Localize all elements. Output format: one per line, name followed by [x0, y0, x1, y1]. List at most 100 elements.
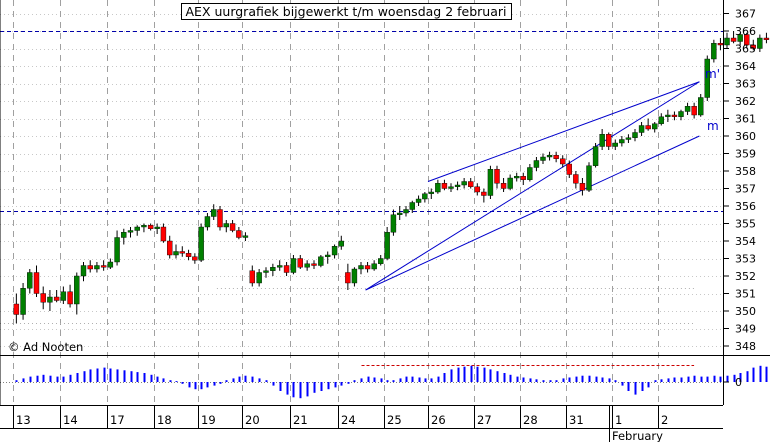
chart-title-box: AEX uurgrafiek bijgewerkt t/m woensdag 2… — [181, 3, 512, 20]
candle-down — [167, 240, 173, 256]
candle-down — [283, 265, 290, 273]
candle-up — [665, 114, 671, 117]
candle-up — [304, 263, 310, 268]
candle-up — [684, 106, 691, 112]
candle-up — [461, 181, 467, 186]
candle-up — [371, 263, 377, 270]
indicator-grid — [0, 365, 723, 383]
y-tick-label: 363 — [735, 78, 756, 91]
y-tick-label: 366 — [735, 25, 756, 38]
date-axis: 13 14 17 18 19 20 21 24 25 26 27 28 31 1 2 — [0, 405, 723, 442]
candle-up — [533, 160, 540, 168]
x-tick-label: 2 — [661, 413, 668, 427]
candle-down — [87, 265, 93, 270]
candle-up — [409, 202, 415, 210]
candle-up — [757, 37, 763, 49]
candle-up — [94, 265, 100, 270]
candle-up — [527, 167, 533, 180]
candle-down — [67, 291, 73, 305]
candle-down — [297, 258, 303, 268]
candle-up — [318, 256, 324, 266]
candle-up — [737, 34, 743, 42]
candle-up — [378, 258, 384, 264]
candle-down — [441, 183, 448, 189]
candle-up — [198, 226, 204, 261]
candle-down — [494, 169, 500, 184]
candle-up — [546, 155, 553, 158]
candle-up — [211, 209, 217, 217]
candle-up — [242, 235, 249, 238]
x-tick-label: 20 — [245, 413, 260, 427]
month-label: February — [612, 429, 663, 442]
channel-line — [427, 81, 700, 182]
candle-down — [744, 34, 750, 46]
candle-up — [448, 186, 454, 189]
candle-down — [364, 265, 371, 270]
channel-line — [365, 135, 700, 291]
candle-down — [13, 303, 20, 315]
candle-down — [763, 37, 770, 40]
y-tick-label: 353 — [735, 253, 756, 266]
candle-down — [217, 209, 223, 228]
candle-up — [711, 43, 717, 60]
candle-down — [249, 270, 255, 284]
chart-title: AEX uurgrafiek bijgewerkt t/m woensdag 2… — [186, 4, 507, 19]
candle-down — [179, 251, 185, 254]
candle-down — [566, 163, 572, 175]
x-tick-label: 21 — [293, 413, 308, 427]
candle-up — [263, 270, 269, 273]
x-tick-label: 24 — [341, 413, 356, 427]
candle-down — [579, 183, 586, 191]
y-tick-label: 350 — [735, 305, 756, 318]
candle-up — [107, 261, 114, 268]
candle-up — [20, 288, 26, 315]
x-tick-label: 17 — [110, 413, 125, 427]
candle-down — [192, 256, 198, 261]
candle-up — [80, 265, 87, 277]
candle-up — [338, 240, 344, 247]
candle-down — [553, 155, 559, 159]
candle-down — [100, 265, 107, 268]
y-tick-label: 355 — [735, 218, 756, 231]
candle-up — [204, 216, 211, 228]
candle-up — [540, 156, 546, 161]
candle-up — [599, 134, 605, 147]
candle-up — [290, 258, 297, 273]
candle-up — [27, 272, 33, 289]
candle-down — [606, 134, 612, 147]
x-tick-label: 18 — [157, 413, 172, 427]
candle-up — [415, 198, 422, 203]
candle-down — [474, 186, 480, 193]
candle-up — [652, 123, 658, 130]
candle-up — [114, 237, 120, 263]
candle-down — [160, 226, 167, 242]
price-axis: 348 349 350 351 352 353 354 355 356 357 358 359 360 3… — [723, 8, 756, 353]
y-tick-label: 359 — [735, 148, 756, 161]
candle-up — [256, 272, 262, 284]
candle-down — [33, 272, 40, 294]
x-tick-label: 1 — [615, 413, 622, 427]
candle-down — [500, 183, 507, 189]
candle-down — [40, 293, 46, 303]
y-tick-label: 365 — [735, 43, 756, 56]
x-tick-label: 31 — [569, 413, 584, 427]
candle-up — [638, 125, 645, 133]
candlestick-series — [13, 31, 770, 324]
candle-down — [229, 223, 236, 231]
indicator-tick-label: 0 — [735, 376, 742, 389]
y-tick-label: 351 — [735, 288, 756, 301]
candle-up — [384, 232, 390, 259]
y-tick-label: 367 — [735, 8, 756, 21]
y-tick-label: 358 — [735, 165, 756, 178]
candle-up — [435, 183, 441, 193]
candle-up — [325, 254, 331, 257]
y-tick-label: 354 — [735, 235, 756, 248]
candle-up — [592, 146, 599, 166]
x-tick-label: 25 — [387, 413, 402, 427]
y-tick-label: 352 — [735, 270, 756, 283]
candle-down — [468, 181, 474, 187]
candle-up — [632, 132, 638, 138]
candle-down — [481, 191, 487, 196]
candle-up — [277, 265, 283, 268]
